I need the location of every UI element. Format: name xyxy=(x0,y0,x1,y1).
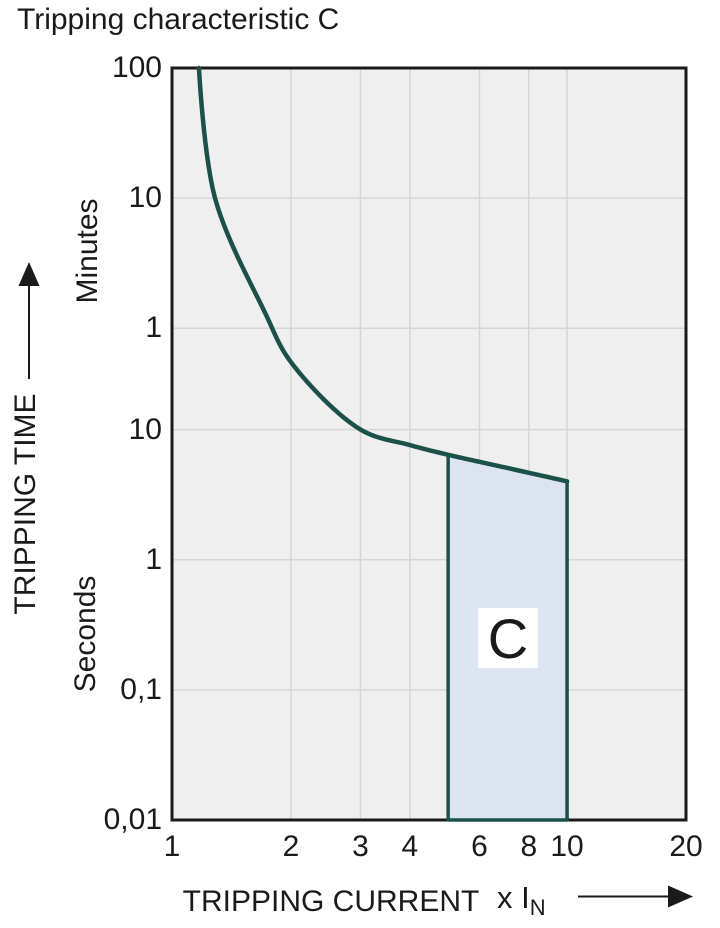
y-tick-label-minutes-100: 100 xyxy=(111,51,162,84)
region-c-label: C xyxy=(478,607,538,670)
y-axis-unit-minutes: Minutes xyxy=(71,198,104,304)
x-axis-title: TRIPPING CURRENT xyxy=(182,885,480,918)
y-axis-unit-seconds: Seconds xyxy=(69,575,102,693)
plot-border xyxy=(170,66,688,822)
x-tick-label-20: 20 xyxy=(669,830,703,863)
up-arrow-icon xyxy=(18,262,40,379)
x-axis-multiplier-subscript: N xyxy=(529,895,546,921)
tripping-curve xyxy=(196,65,570,484)
x-tick-label-4: 4 xyxy=(401,830,419,863)
y-tick-label-seconds-1: 1 xyxy=(145,542,162,576)
y-tick-label-minutes-1: 1 xyxy=(145,311,162,345)
x-tick-label-10: 10 xyxy=(550,830,584,863)
chart-title: Tripping characteristic C xyxy=(17,3,340,36)
y-axis-title: TRIPPING TIME xyxy=(9,393,42,615)
x-tick-label-8: 8 xyxy=(520,830,538,863)
x-tick-label-2: 2 xyxy=(282,830,300,863)
x-axis-multiplier-prefix: x I xyxy=(497,880,530,915)
x-tick-label-3: 3 xyxy=(352,830,369,863)
y-tick-label-seconds-0,1: 0,1 xyxy=(120,672,162,706)
y-tick-label-seconds-10: 10 xyxy=(128,412,162,446)
right-arrow-icon xyxy=(578,885,693,908)
y-tick-label-minutes-10: 10 xyxy=(128,181,162,215)
x-tick-label-1: 1 xyxy=(163,830,181,863)
plot-area xyxy=(172,68,686,820)
x-axis-multiplier: x IN xyxy=(497,882,546,919)
y-tick-label-seconds-0,01: 0,01 xyxy=(103,803,162,836)
x-tick-label-6: 6 xyxy=(471,830,488,863)
